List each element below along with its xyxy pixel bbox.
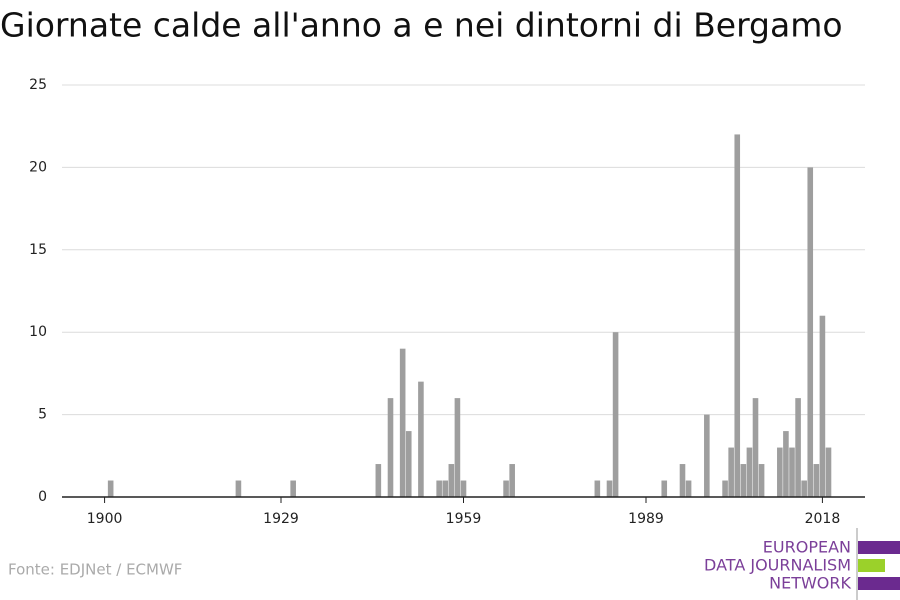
- bar: [752, 398, 759, 497]
- bar: [509, 464, 515, 497]
- bar: [436, 480, 442, 497]
- bar: [740, 464, 747, 497]
- bar: [235, 480, 242, 497]
- bar: [819, 315, 826, 497]
- y-tick-label: 10: [29, 324, 47, 340]
- x-tick-label: 1929: [263, 511, 299, 527]
- bar: [758, 464, 765, 497]
- bar: [454, 398, 461, 497]
- bar: [777, 447, 783, 497]
- bar: [685, 480, 692, 497]
- bar: [661, 480, 668, 497]
- bar: [448, 464, 455, 497]
- bar: [387, 398, 394, 497]
- bar: [795, 398, 801, 497]
- bar: [442, 480, 449, 497]
- logo-text: DATA JOURNALISM: [704, 556, 851, 575]
- bar: [813, 464, 820, 497]
- bar: [704, 414, 710, 497]
- bar: [399, 348, 406, 497]
- y-tick-label: 15: [29, 242, 47, 258]
- bar: [503, 480, 509, 497]
- bar: [405, 431, 412, 497]
- bar: [612, 332, 619, 497]
- logo-bar: [858, 541, 900, 554]
- bar: [789, 447, 795, 497]
- logo-text: EUROPEAN: [763, 538, 851, 557]
- logo-bar: [858, 559, 885, 572]
- logo: EUROPEAN DATA JOURNALISM NETWORK: [704, 528, 900, 600]
- bar: [679, 464, 686, 497]
- bar: [460, 480, 467, 497]
- x-tick-label: 1989: [628, 511, 664, 527]
- bar: [606, 480, 613, 497]
- bar: [801, 480, 807, 497]
- y-tick-label: 25: [29, 77, 47, 93]
- bar: [594, 480, 601, 497]
- bar: [375, 464, 382, 497]
- bar: [783, 431, 789, 497]
- logo-text: NETWORK: [769, 574, 851, 593]
- bar: [290, 480, 296, 497]
- x-tick-label: 1959: [446, 511, 482, 527]
- bar: [418, 381, 424, 497]
- bar: [107, 480, 114, 497]
- x-tick-label: 2018: [805, 511, 841, 527]
- bar: [746, 447, 753, 497]
- bar: [825, 447, 832, 497]
- bar: [807, 167, 814, 497]
- bar: [728, 447, 734, 497]
- y-tick-label: 5: [38, 407, 47, 423]
- y-tick-label: 0: [38, 489, 47, 505]
- bar: [734, 134, 741, 497]
- logo-bar: [858, 577, 900, 590]
- x-tick-label: 1900: [87, 511, 123, 527]
- source: Fonte: EDJNet / ECMWF: [8, 561, 182, 579]
- chart-title: Giornate calde all'anno a e nei dintorni…: [0, 6, 843, 45]
- bar: [722, 480, 728, 497]
- y-tick-label: 20: [29, 159, 47, 175]
